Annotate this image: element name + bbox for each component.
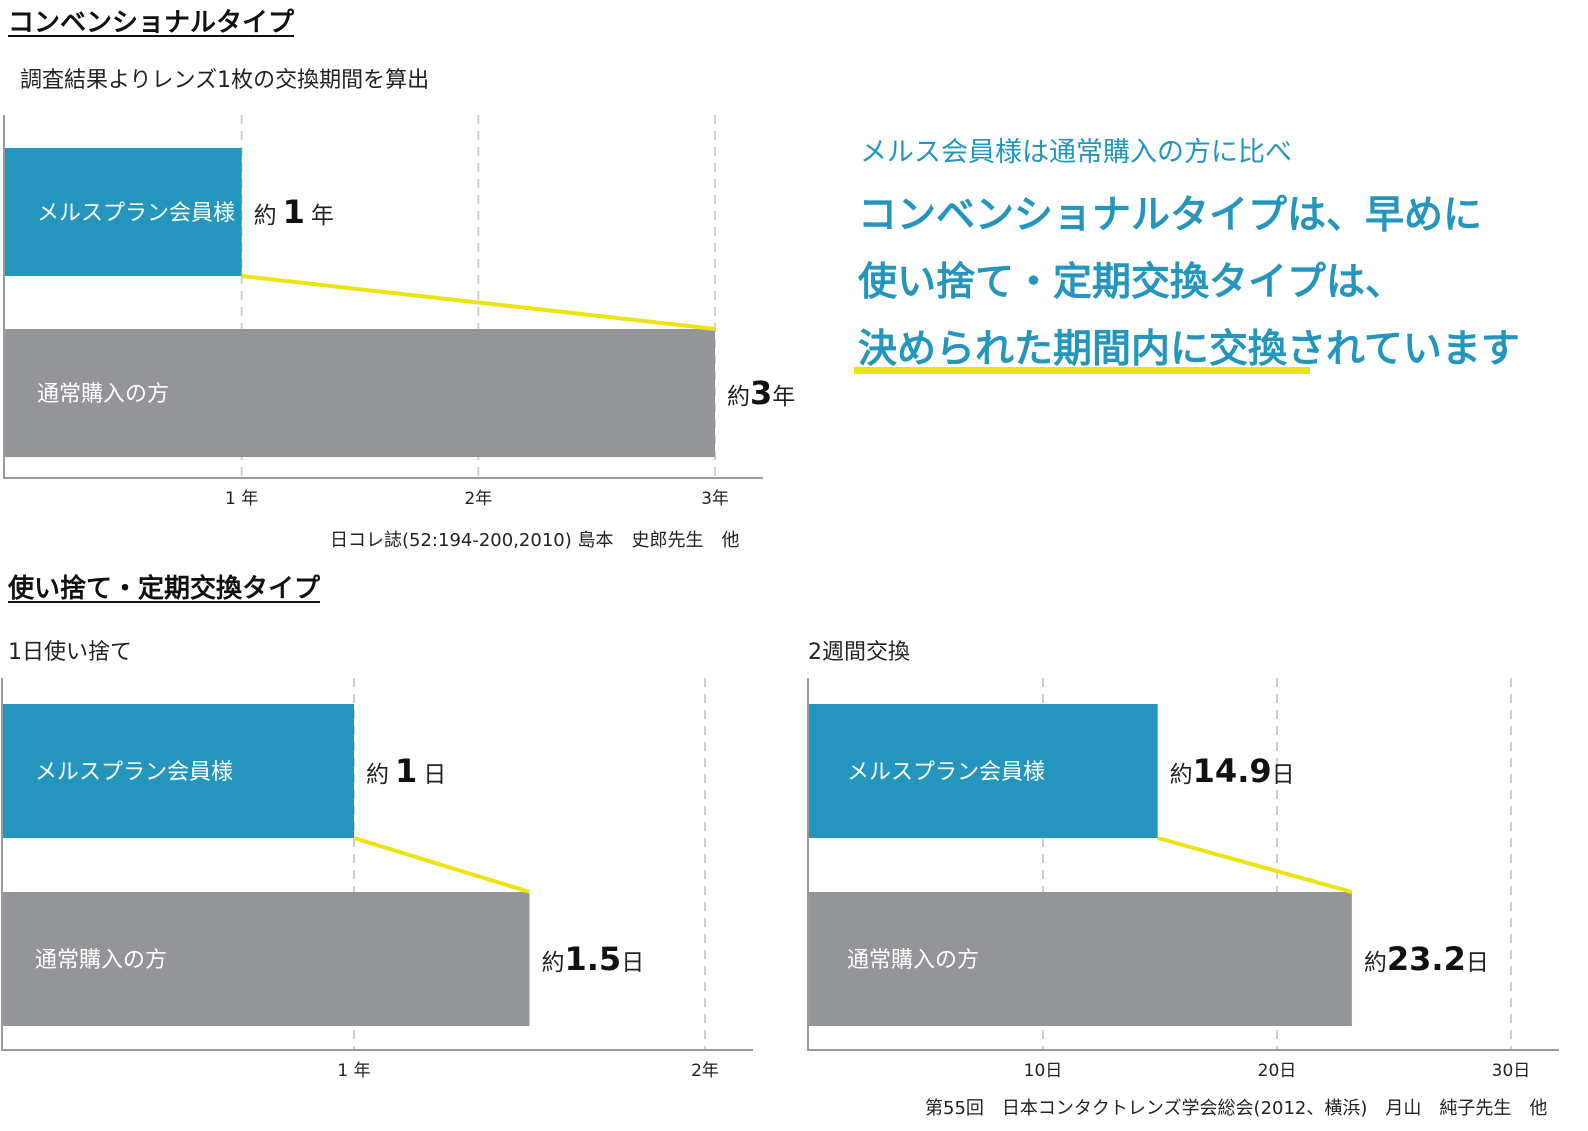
source-disposable: 第55回 日本コンタクトレンズ学会総会(2012、横浜) 月山 純子先生 他 bbox=[925, 1098, 1548, 1119]
bar-category-label: 通常購入の方 bbox=[37, 382, 169, 407]
message-highlight-underline bbox=[854, 367, 1310, 374]
section-subtitle-conventional: 調査結果よりレンズ1枚の交換期間を算出 bbox=[20, 68, 430, 93]
tick-label: 1 年 bbox=[225, 489, 258, 509]
message-line-1: コンベンショナルタイプは、早めに bbox=[858, 193, 1483, 238]
section-title-conventional: コンベンショナルタイプ bbox=[8, 8, 295, 38]
bar-regular bbox=[5, 329, 715, 457]
bar-regular bbox=[3, 892, 530, 1026]
source-conventional: 日コレ誌(52:194-200,2010) 島本 史郎先生 他 bbox=[330, 530, 740, 551]
tick-label: 10日 bbox=[1024, 1061, 1063, 1081]
tick-label: 2年 bbox=[691, 1061, 719, 1081]
tick-label: 3年 bbox=[701, 489, 729, 509]
chart-conventional: メルスプラン会員様約 1 年通常購入の方 約3年 1 年 2年 3年 bbox=[3, 115, 795, 509]
connector-line bbox=[353, 836, 531, 894]
tick-label: 2年 bbox=[464, 489, 492, 509]
data-label: 約1.5日 bbox=[542, 940, 645, 978]
section-title-disposable: 使い捨て・定期交換タイプ bbox=[8, 574, 321, 604]
tick-label: 20日 bbox=[1258, 1061, 1297, 1081]
bar-member bbox=[809, 704, 1158, 838]
tick-label: 30日 bbox=[1492, 1061, 1531, 1081]
connector-line bbox=[241, 274, 716, 331]
bar-member bbox=[3, 704, 354, 838]
bar-category-label: メルスプラン会員様 bbox=[35, 760, 233, 785]
chart-title-one-day: 1日使い捨て bbox=[8, 640, 132, 665]
chart-title-two-week: 2週間交換 bbox=[808, 640, 910, 665]
bar-category-label: メルスプラン会員様 bbox=[847, 760, 1045, 785]
bar-category-label: メルスプラン会員様 bbox=[37, 201, 235, 226]
bar-regular bbox=[809, 892, 1352, 1026]
bar-category-label: 通常購入の方 bbox=[35, 948, 167, 973]
message-line-3: 決められた期間内に交換されています bbox=[858, 327, 1520, 372]
data-label: 約14.9日 bbox=[1170, 752, 1295, 790]
tick-label: 1 年 bbox=[337, 1061, 370, 1081]
message-line-2: 使い捨て・定期交換タイプは、 bbox=[858, 260, 1405, 305]
bar-category-label: 通常購入の方 bbox=[847, 948, 979, 973]
connector-line bbox=[1157, 836, 1353, 894]
data-label: 約3年 bbox=[727, 374, 795, 412]
bar-member bbox=[5, 148, 242, 276]
data-label: 約23.2日 bbox=[1364, 940, 1489, 978]
message-intro: メルス会員様は通常購入の方に比べ bbox=[860, 137, 1292, 168]
